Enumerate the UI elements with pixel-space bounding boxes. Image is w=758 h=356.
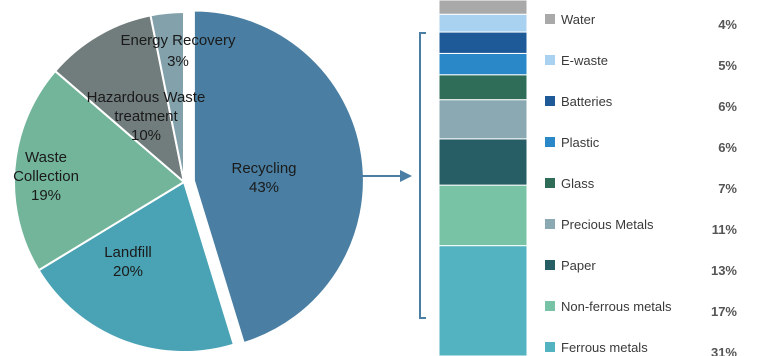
bar-segment-e-waste	[438, 13, 528, 33]
legend-label-e-waste: E-waste	[561, 53, 608, 68]
stacked-bar-chart	[438, 0, 528, 356]
legend-label-water: Water	[561, 12, 596, 27]
legend-value-batteries: 6%	[718, 99, 737, 114]
legend-swatch-e-waste	[545, 55, 555, 65]
pie-label-hazardous-waste-treatment: Hazardous Waste treatment 10%	[87, 89, 206, 144]
bar-segment-plastic	[438, 52, 528, 76]
legend: Water 4% E-waste 5% Batteries 6% Plastic 6% Glas…	[545, 12, 737, 356]
pie-slice-recycling	[192, 9, 365, 345]
bar-segment-ferrous-metals	[438, 245, 528, 356]
breakdown-bracket	[419, 32, 426, 319]
pie-slice-energy-recovery	[149, 10, 185, 183]
legend-label-non-ferrous-metals: Non-ferrous metals	[561, 299, 672, 314]
legend-swatch-batteries	[545, 96, 555, 106]
legend-swatch-ferrous-metals	[545, 342, 555, 352]
bar-segment-non-ferrous-metals	[438, 184, 528, 247]
legend-swatch-water	[545, 14, 555, 24]
connector	[360, 32, 426, 319]
pie-label-energy-recovery: Energy Recovery 3%	[120, 32, 236, 70]
legend-value-e-waste: 5%	[718, 58, 737, 73]
bar-segment-glass	[438, 74, 528, 101]
legend-swatch-glass	[545, 178, 555, 188]
bar-segment-precious-metals	[438, 99, 528, 140]
legend-label-glass: Glass	[561, 176, 595, 191]
legend-value-water: 4%	[718, 17, 737, 32]
legend-swatch-non-ferrous-metals	[545, 301, 555, 311]
bar-segment-water	[438, 0, 528, 15]
pie-chart: Recycling 43% Landfill 20% Waste Collection 19…	[13, 9, 365, 353]
legend-label-plastic: Plastic	[561, 135, 600, 150]
arrow-head	[400, 170, 412, 182]
legend-label-batteries: Batteries	[561, 94, 613, 109]
legend-value-paper: 13%	[711, 263, 737, 278]
legend-swatch-paper	[545, 260, 555, 270]
pie-slice-hazardous-waste-treatment	[53, 14, 186, 185]
legend-swatch-precious-metals	[545, 219, 555, 229]
legend-value-non-ferrous-metals: 17%	[711, 304, 737, 319]
pie-label-landfill: Landfill 20%	[104, 244, 152, 280]
bar-segment-paper	[438, 138, 528, 186]
legend-value-precious-metals: 11%	[712, 222, 738, 237]
pie-label-recycling: Recycling 43%	[231, 160, 296, 196]
legend-value-ferrous-metals: 31%	[711, 345, 737, 356]
legend-label-paper: Paper	[561, 258, 596, 273]
pie-slice-landfill	[37, 180, 236, 353]
pie-label-waste-collection: Waste Collection 19%	[13, 149, 79, 204]
legend-label-ferrous-metals: Ferrous metals	[561, 340, 648, 355]
legend-value-plastic: 6%	[718, 140, 737, 155]
legend-label-precious-metals: Precious Metals	[561, 217, 654, 232]
bar-segment-batteries	[438, 31, 528, 54]
legend-swatch-plastic	[545, 137, 555, 147]
legend-value-glass: 7%	[718, 181, 737, 196]
pie-slice-waste-collection	[13, 69, 186, 272]
